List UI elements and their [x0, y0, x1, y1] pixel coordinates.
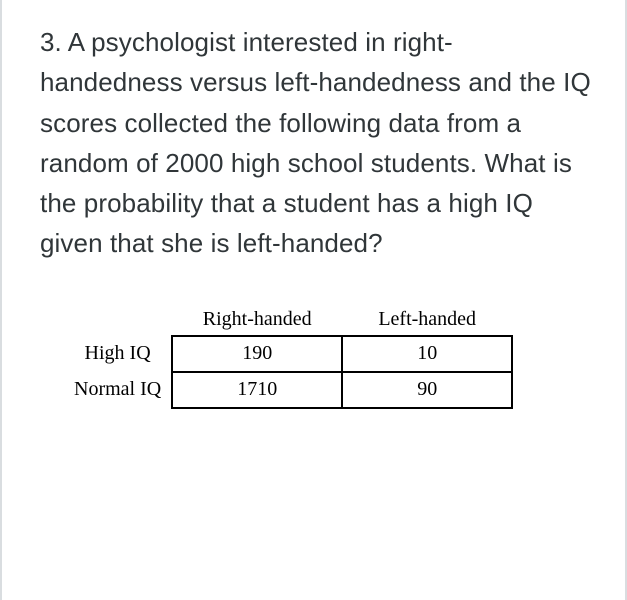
corner-blank — [64, 304, 172, 336]
cell-high-right: 190 — [172, 336, 342, 372]
contingency-table: Right-handed Left-handed High IQ 190 10 … — [64, 304, 513, 409]
cell-normal-right: 1710 — [172, 372, 342, 408]
question-number: 3. — [40, 27, 62, 57]
question-card: 3. A psychologist interested in right-ha… — [0, 0, 627, 600]
col-header: Right-handed — [172, 304, 342, 336]
data-table-wrap: Right-handed Left-handed High IQ 190 10 … — [40, 304, 595, 409]
cell-normal-left: 90 — [342, 372, 512, 408]
question-text: 3. A psychologist interested in right-ha… — [40, 22, 595, 264]
col-header: Left-handed — [342, 304, 512, 336]
row-label: Normal IQ — [64, 372, 172, 408]
table-row: Normal IQ 1710 90 — [64, 372, 512, 408]
table-row: High IQ 190 10 — [64, 336, 512, 372]
question-body: A psychologist interested in right-hande… — [40, 27, 591, 258]
cell-high-left: 10 — [342, 336, 512, 372]
row-label: High IQ — [64, 336, 172, 372]
table-header-row: Right-handed Left-handed — [64, 304, 512, 336]
